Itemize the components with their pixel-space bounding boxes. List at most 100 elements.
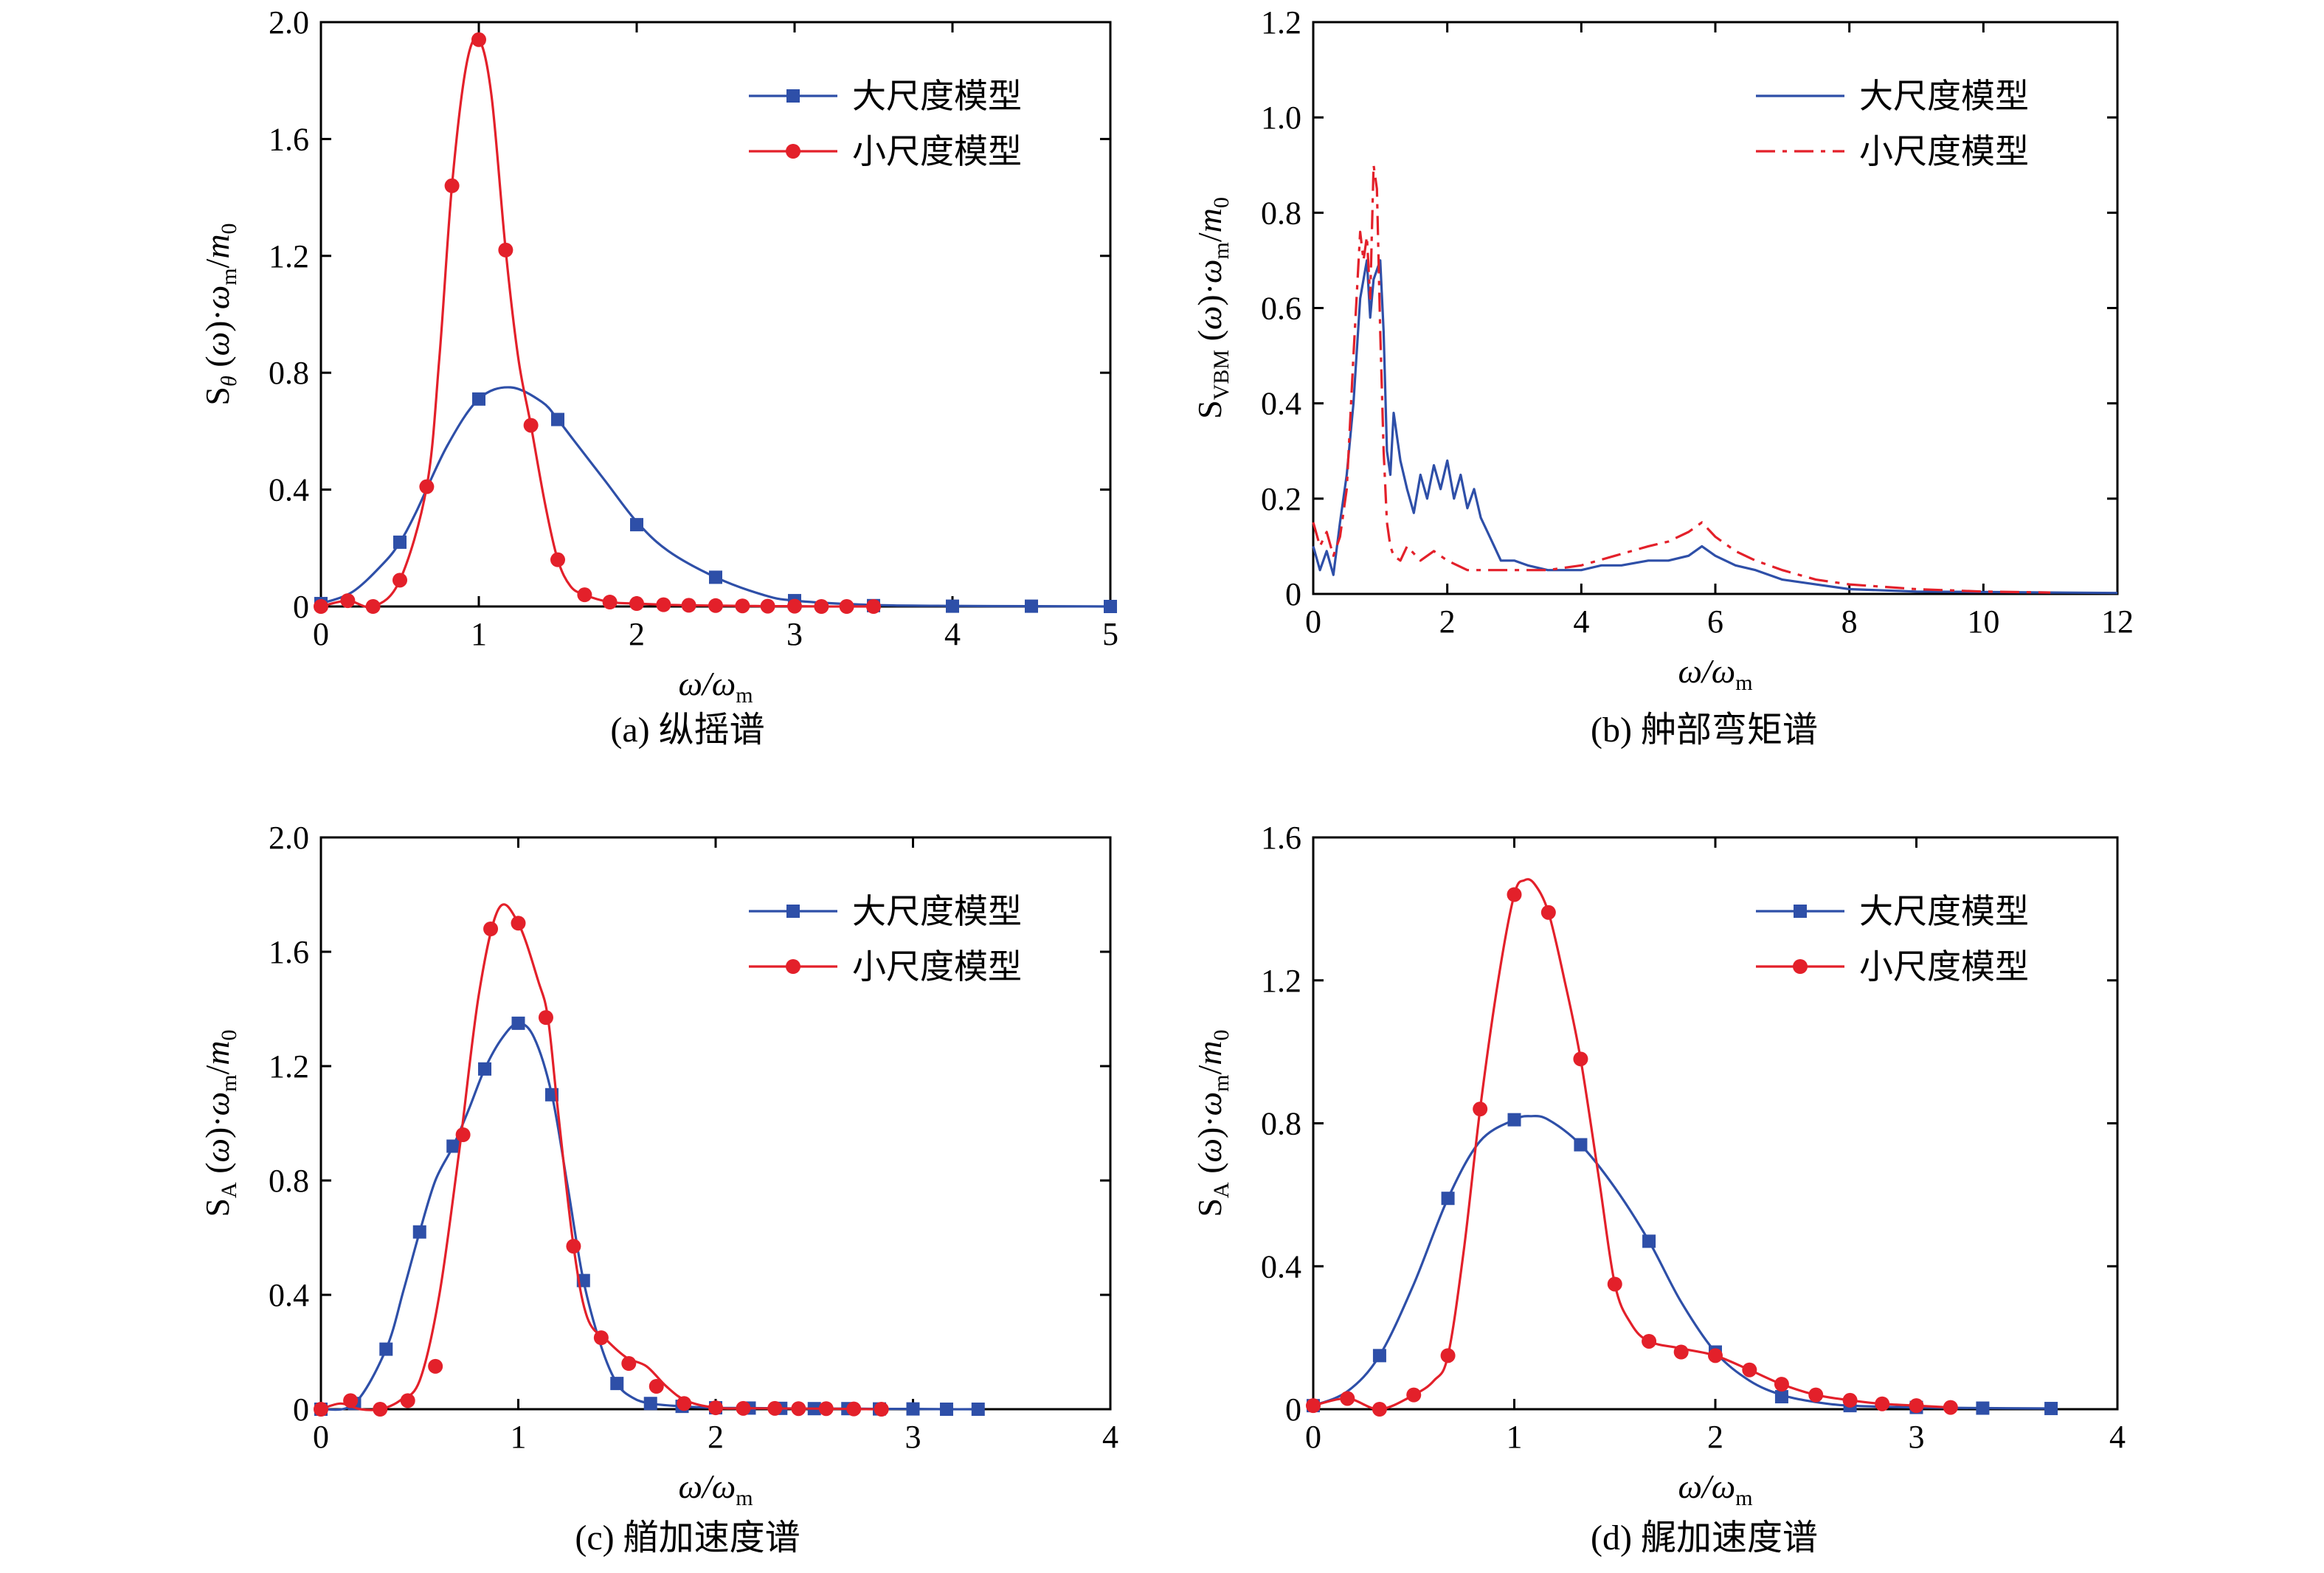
data-point-square: [946, 599, 959, 613]
data-point-square: [1976, 1401, 1990, 1415]
y-axis-label-part: 0: [217, 223, 241, 234]
x-tick-label: 0: [1305, 604, 1321, 640]
x-tick-label: 0: [313, 616, 329, 652]
data-point-circle: [846, 1401, 862, 1417]
y-axis-label-part: /: [198, 1065, 236, 1074]
y-axis-label-d: SA (ω)·ωm/m0: [1191, 1029, 1234, 1217]
legend-label-large: 大尺度模型: [1859, 891, 2029, 931]
y-axis-label-part: )·: [1191, 283, 1228, 306]
data-point-circle: [735, 598, 750, 614]
y-tick-label: 0.2: [1261, 481, 1301, 517]
legend-marker-circle: [786, 959, 800, 974]
data-point-circle: [1473, 1102, 1488, 1117]
x-tick-label: 6: [1707, 604, 1723, 640]
legend-label-large: 大尺度模型: [1859, 76, 2029, 116]
data-point-circle: [577, 587, 592, 603]
data-point-circle: [818, 1401, 834, 1417]
y-axis-label-part: m: [217, 1074, 241, 1091]
y-axis-label-part: (: [198, 356, 236, 376]
y-tick-label: 0: [1285, 576, 1301, 612]
x-axis-label-base: ω/ω: [1678, 652, 1735, 690]
data-point-circle: [839, 599, 854, 614]
data-point-circle: [874, 1402, 889, 1417]
caption-a: (a) 纵摇谱: [610, 711, 764, 750]
data-point-circle: [1808, 1387, 1824, 1403]
data-point-square: [939, 1403, 953, 1416]
data-point-square: [906, 1402, 920, 1416]
y-axis-label-part: m: [217, 268, 241, 285]
y-axis-label-part: m: [1209, 1074, 1234, 1091]
x-axis-label-b: ω/ωm: [1678, 652, 1752, 695]
data-point-circle: [791, 1401, 806, 1417]
y-axis-label-part: 0: [1209, 197, 1234, 208]
y-axis-label-part: (: [1191, 330, 1228, 350]
data-point-circle: [340, 593, 356, 609]
legend-label-large: 大尺度模型: [852, 76, 1022, 116]
data-point-circle: [593, 1330, 609, 1346]
data-point-circle: [538, 1010, 553, 1026]
y-tick-label: 0: [293, 589, 309, 625]
y-tick-label: 0.8: [269, 1163, 309, 1199]
legend-label-large: 大尺度模型: [852, 891, 1022, 931]
y-tick-label: 1.6: [269, 121, 309, 157]
y-axis-label-part: ω: [1191, 1138, 1228, 1162]
x-axis-label-base: ω/ω: [678, 1467, 736, 1505]
data-point-circle: [566, 1239, 581, 1254]
series-line-small: [1313, 878, 1951, 1411]
y-tick-label: 0.4: [269, 472, 309, 508]
data-point-circle: [1540, 905, 1556, 920]
x-axis-label-c: ω/ωm: [678, 1467, 753, 1510]
y-tick-label: 1.2: [1261, 963, 1301, 999]
y-axis-label-part: VBM: [1209, 350, 1234, 400]
y-axis-label-part: ω: [198, 286, 236, 309]
data-point-circle: [1607, 1276, 1622, 1292]
legend-marker-circle: [786, 144, 800, 159]
data-point-square: [511, 1016, 525, 1030]
y-axis-label-c: SA (ω)·ωm/m0: [198, 1029, 241, 1217]
y-axis-label-part: m: [1209, 242, 1234, 259]
y-tick-label: 2.0: [269, 820, 309, 856]
y-axis-label-part: (: [198, 1162, 236, 1182]
y-tick-label: 0.8: [1261, 1106, 1301, 1142]
y-tick-label: 1.2: [269, 1048, 309, 1085]
chart-panel-b: (b) 舯部弯矩谱 0 2 4 6 8 10 1200.20.40.60.81.01.2ω/…: [1191, 4, 2134, 750]
data-point-circle: [708, 598, 723, 613]
data-point-circle: [428, 1358, 443, 1374]
y-axis-label-part: /: [198, 258, 236, 268]
y-axis-label-part: ω: [198, 332, 236, 356]
legend-marker-square: [786, 89, 800, 103]
data-point-circle: [1943, 1400, 1958, 1415]
legend-label-small: 小尺度模型: [852, 947, 1022, 986]
y-axis-label-part: S: [198, 387, 236, 406]
data-point-circle: [656, 597, 671, 612]
y-tick-label: 1.6: [1261, 820, 1301, 856]
series-line-large: [320, 386, 1111, 608]
x-axis-label-sub: m: [736, 683, 753, 708]
data-point-square: [1441, 1192, 1455, 1206]
data-point-square: [610, 1377, 624, 1391]
legend-label-small: 小尺度模型: [852, 131, 1022, 171]
x-tick-label: 0: [313, 1419, 329, 1455]
series-line-small: [320, 37, 874, 609]
legend-marker-circle: [1793, 959, 1808, 974]
x-tick-label: 5: [1102, 616, 1118, 652]
y-tick-label: 0.4: [1261, 386, 1301, 422]
y-axis-label-part: m: [198, 234, 236, 258]
x-tick-label: 4: [944, 616, 961, 652]
y-tick-label: 1.0: [1261, 100, 1301, 136]
x-tick-label: 8: [1841, 604, 1858, 640]
series-line-small: [320, 903, 874, 1411]
data-point-circle: [1774, 1377, 1789, 1392]
data-point-circle: [814, 599, 829, 614]
series-line-large: [1312, 259, 2118, 595]
x-tick-label: 0: [1305, 1419, 1321, 1455]
data-point-circle: [511, 916, 526, 931]
data-point-circle: [314, 599, 328, 614]
data-point-circle: [400, 1393, 415, 1408]
data-point-circle: [444, 178, 460, 193]
y-tick-label: 1.2: [1261, 4, 1301, 41]
data-point-circle: [498, 242, 513, 257]
